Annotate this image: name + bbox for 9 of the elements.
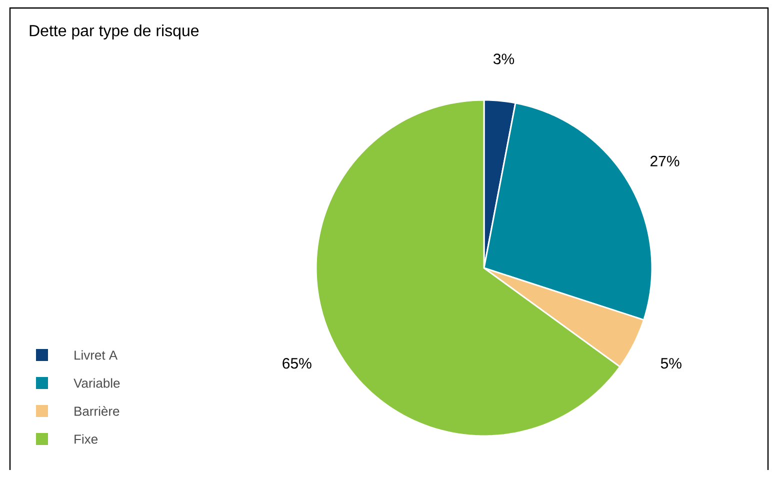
data-label: 5% (660, 358, 682, 369)
legend-label: Variable (74, 378, 120, 388)
data-label: 65% (282, 358, 312, 369)
data-label: 27% (650, 156, 680, 166)
legend-label: Barrière (74, 406, 120, 416)
data-label: 3% (493, 54, 514, 64)
legend-label: Fixe (74, 434, 98, 444)
chart-title: Dette par type de risque (30, 24, 199, 40)
legend-label: Livret A (74, 350, 118, 360)
